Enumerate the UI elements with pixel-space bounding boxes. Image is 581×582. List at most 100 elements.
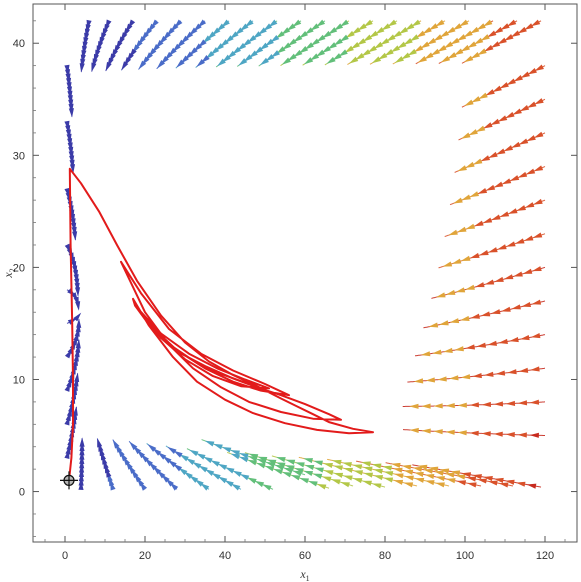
stream-arrow (530, 19, 541, 27)
stream-arrow (450, 37, 460, 45)
stream-arrow (533, 131, 544, 138)
stream-arrow (417, 464, 428, 470)
stream-arrow (270, 34, 280, 43)
stream-arrow (493, 181, 504, 188)
stream-arrow (244, 19, 254, 28)
stream-arrow (361, 461, 371, 467)
stream-arrow (304, 42, 314, 50)
stream-arrow (474, 220, 484, 227)
y-axis-ticks: 0 10 20 30 40 (13, 20, 577, 537)
stream-arrow (445, 478, 456, 484)
x-axis-label-sub: 1 (306, 574, 310, 582)
stream-arrow (501, 306, 511, 312)
stream-arrow (488, 247, 498, 253)
stream-arrow (456, 480, 467, 486)
stream-arrow (323, 463, 333, 469)
stream-arrow (484, 279, 495, 285)
stream-arrow (497, 244, 507, 250)
stream-arrow (383, 471, 394, 477)
stream-arrow (328, 27, 338, 35)
stream-arrow (437, 45, 447, 52)
stream-arrow (243, 54, 253, 62)
x-tick-label: 0 (62, 550, 68, 562)
stream-arrow (506, 241, 516, 247)
stream-arrow (507, 208, 518, 214)
stream-arrow (211, 472, 221, 480)
stream-arrow (248, 50, 258, 58)
stream-arrow (532, 266, 542, 272)
stream-arrow (472, 372, 482, 379)
stream-arrow (414, 471, 424, 477)
stream-arrow (352, 464, 363, 470)
stream-arrow (439, 468, 450, 474)
stream-arrow (487, 340, 498, 346)
stream-arrow (469, 252, 480, 259)
stream-arrow (192, 461, 202, 469)
stream-arrow (445, 429, 455, 435)
stream-arrow (314, 467, 324, 473)
stream-arrow (189, 475, 199, 483)
stream-arrow (304, 27, 314, 35)
stream-arrow (491, 214, 501, 221)
stream-arrow (371, 483, 382, 489)
stream-arrow (270, 50, 280, 58)
stream-arrow (138, 60, 147, 70)
stream-arrow (362, 466, 373, 472)
stream-arrow (421, 403, 431, 409)
y-axis-label-sub: 2 (8, 268, 17, 272)
stream-arrow (459, 19, 469, 27)
stream-arrow (210, 460, 220, 467)
stream-arrow (449, 318, 460, 324)
stream-arrow (310, 38, 320, 46)
stream-arrow (416, 30, 426, 38)
stream-arrow (350, 41, 360, 49)
stream-arrow (362, 480, 372, 486)
stream-arrow (398, 26, 409, 34)
stream-arrow (363, 472, 374, 478)
y-tick-label: 30 (13, 150, 25, 162)
stream-arrow (509, 336, 519, 343)
stream-arrow (97, 437, 103, 448)
stream-arrow (524, 23, 534, 30)
stream-arrow (293, 34, 303, 43)
stream-arrow (453, 197, 463, 204)
y-tick-label: 0 (19, 487, 25, 499)
stream-arrow (232, 470, 242, 477)
stream-arrow (76, 318, 82, 328)
stream-arrow (447, 52, 457, 59)
stream-arrow (290, 474, 301, 481)
stream-arrow (283, 467, 294, 474)
stream-arrow (420, 41, 430, 49)
trajectory (68, 167, 374, 481)
stream-arrow (457, 402, 467, 408)
stream-arrow (285, 459, 296, 465)
stream-arrow (457, 430, 467, 436)
stream-arrow (484, 371, 494, 377)
stream-arrow (112, 439, 120, 449)
stream-arrow (534, 98, 544, 105)
stream-arrow (331, 479, 341, 485)
stream-arrow (356, 38, 367, 46)
stream-arrow (516, 205, 526, 211)
y-axis-label: x2 (1, 268, 17, 278)
stream-arrow (518, 138, 529, 145)
stream-arrow (351, 27, 361, 35)
stream-arrow (323, 470, 334, 476)
stream-arrow (459, 315, 470, 321)
stream-arrow (529, 432, 539, 438)
stream-arrow (483, 122, 493, 129)
stream-arrow (446, 26, 456, 34)
stream-arrow (247, 477, 257, 484)
stream-arrow (490, 41, 501, 48)
stream-arrow (448, 229, 458, 236)
stream-arrow (495, 370, 506, 376)
stream-arrow (439, 320, 449, 326)
stream-arrow (433, 429, 443, 435)
stream-arrow (173, 450, 183, 458)
stream-arrow (518, 367, 529, 373)
plot-frame (32, 3, 578, 543)
stream-arrow (426, 37, 437, 45)
stream-arrow (480, 155, 491, 162)
stream-arrow (477, 188, 488, 194)
stream-arrow (494, 276, 504, 282)
